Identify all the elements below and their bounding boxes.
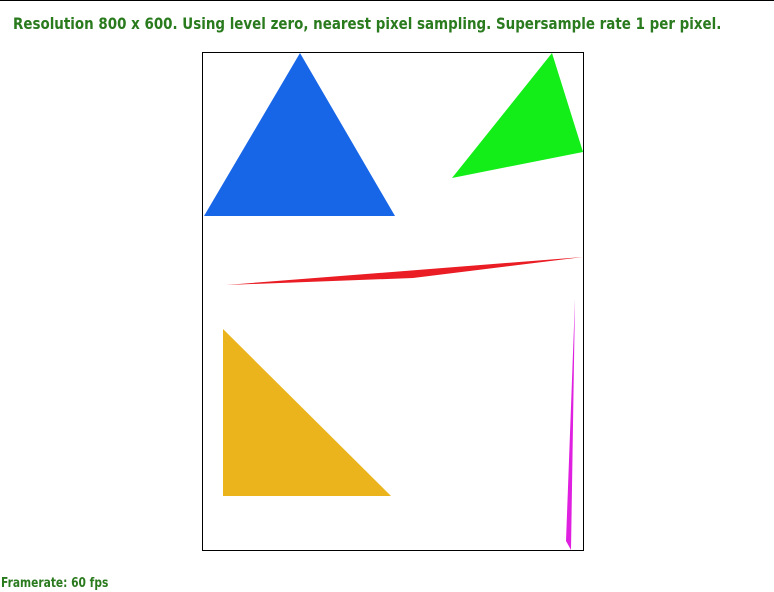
render-settings-title: Resolution 800 x 600. Using level zero, … [13, 14, 722, 33]
magenta-triangle [566, 299, 575, 550]
green-triangle [452, 53, 583, 178]
render-surface [204, 53, 583, 550]
red-triangle [226, 257, 583, 285]
top-divider [0, 0, 774, 1]
framerate-label: Framerate: 60 fps [1, 576, 109, 591]
yellow-triangle [223, 329, 391, 496]
blue-triangle [204, 53, 395, 216]
render-canvas[interactable] [202, 52, 584, 551]
